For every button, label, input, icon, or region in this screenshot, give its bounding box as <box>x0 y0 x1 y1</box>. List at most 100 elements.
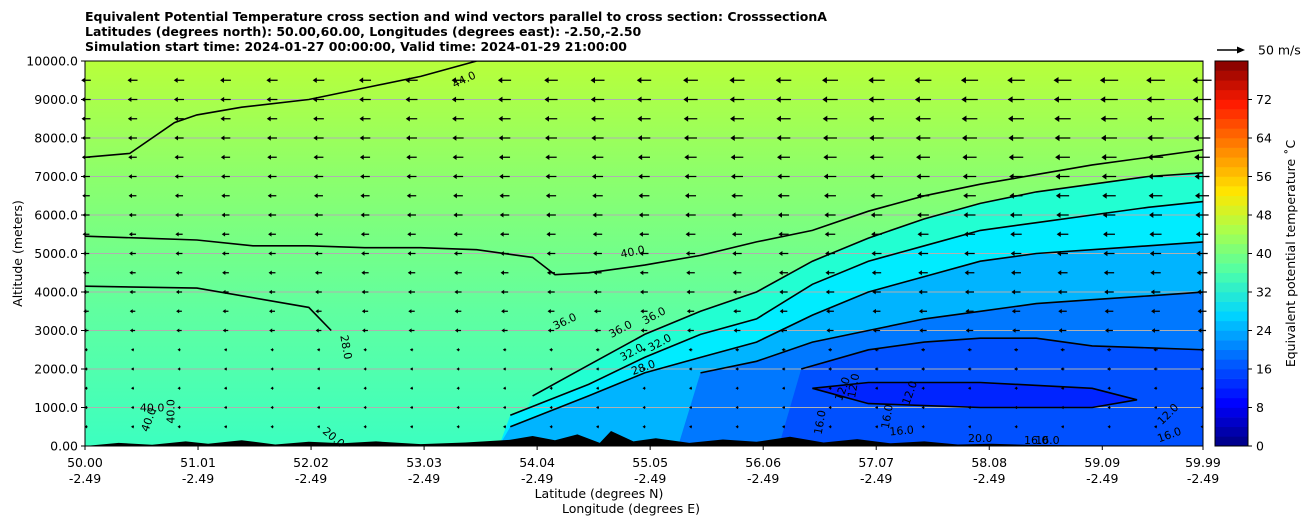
wind-arrow <box>683 96 698 103</box>
wind-arrow <box>729 77 745 84</box>
wind-arrow <box>175 231 183 237</box>
wind-arrow <box>317 386 320 391</box>
wind-arrow <box>684 193 697 199</box>
wind-arrow <box>315 309 322 314</box>
wind-arrow <box>1061 424 1064 429</box>
wind-arrow <box>547 309 555 314</box>
wind-arrow <box>1013 347 1019 352</box>
wind-arrow <box>730 135 744 141</box>
colorbar-band <box>1215 128 1248 139</box>
wind-arrow <box>174 116 184 122</box>
colorbar-band <box>1215 349 1248 360</box>
wind-arrow <box>224 386 227 391</box>
wind-key-arrowhead <box>1237 46 1245 54</box>
y-tick-label: 6000.0 <box>34 208 78 223</box>
wind-arrow <box>1100 96 1118 103</box>
wind-arrow <box>684 154 697 161</box>
wind-arrow <box>874 347 879 352</box>
wind-vectors <box>81 77 1212 429</box>
wind-arrow <box>733 308 741 314</box>
wind-arrow <box>498 135 511 141</box>
wind-arrow <box>684 135 697 141</box>
wind-arrow <box>1101 154 1117 161</box>
wind-arrow <box>82 232 90 237</box>
wind-arrow <box>177 367 181 371</box>
wind-arrow <box>221 212 230 218</box>
colorbar-band <box>1215 215 1248 225</box>
wind-arrow <box>81 77 91 83</box>
wind-arrow <box>1008 134 1024 142</box>
colorbar-band <box>1215 234 1248 245</box>
x-tick-label-lat: 59.99 <box>1185 455 1221 470</box>
wind-arrow <box>779 289 788 295</box>
wind-arrow <box>777 192 790 199</box>
wind-arrow <box>270 424 274 429</box>
y-tick-label: 0.00 <box>50 439 78 454</box>
wind-arrow <box>781 367 786 371</box>
wind-arrow <box>967 347 972 352</box>
wind-arrow <box>267 174 277 179</box>
wind-arrow <box>405 96 418 103</box>
wind-arrow <box>968 405 971 410</box>
wind-arrow <box>177 405 181 410</box>
contour-label: 16.0 <box>889 423 915 438</box>
wind-arrow <box>869 134 884 142</box>
wind-arrow <box>824 192 836 199</box>
wind-arrow <box>128 193 137 199</box>
wind-arrow <box>730 115 744 122</box>
wind-arrow <box>967 367 972 371</box>
wind-arrow <box>84 424 88 429</box>
wind-arrow <box>1007 77 1025 84</box>
colorbar-band <box>1215 397 1248 408</box>
wind-arrow <box>689 405 692 410</box>
title-line-3: Simulation start time: 2024-01-27 00:00:… <box>85 39 627 54</box>
wind-arrow <box>1105 328 1113 333</box>
colorbar-band <box>1215 407 1248 418</box>
wind-arrow <box>177 347 181 352</box>
wind-arrow <box>869 115 884 122</box>
x-tick-label-lon: -2.49 <box>1187 471 1219 486</box>
x-tick-label-lat: 57.07 <box>858 455 894 470</box>
wind-arrow <box>875 405 878 410</box>
wind-arrow <box>825 289 835 295</box>
wind-arrow <box>1055 154 1070 161</box>
wind-arrow <box>359 116 371 122</box>
wind-arrow <box>1008 154 1024 161</box>
wind-arrow <box>1151 308 1160 314</box>
wind-arrow <box>968 424 971 429</box>
wind-arrow <box>965 289 974 295</box>
wind-arrow <box>1195 212 1209 218</box>
wind-arrow <box>1197 289 1207 295</box>
wind-arrow <box>871 250 882 257</box>
x-tick-label-lat: 55.05 <box>632 455 668 470</box>
wind-arrow <box>1193 134 1211 142</box>
wind-arrow <box>1056 231 1069 238</box>
wind-arrow <box>916 154 930 161</box>
contour-label: 12.0 <box>845 373 862 399</box>
wind-arrow <box>735 347 739 352</box>
contour-12 <box>812 381 1138 409</box>
colorbar-band <box>1215 311 1248 322</box>
x-tick-label-lat: 59.09 <box>1084 455 1120 470</box>
wind-arrow <box>1194 173 1210 180</box>
wind-arrow <box>687 328 694 333</box>
wind-arrow <box>637 135 651 141</box>
wind-arrow <box>456 347 460 352</box>
wind-arrow <box>960 77 979 84</box>
wind-arrow <box>267 154 277 160</box>
wind-arrow <box>222 328 229 333</box>
wind-arrow <box>224 367 227 371</box>
wind-arrow <box>732 289 742 295</box>
wind-arrow <box>778 231 789 237</box>
wind-arrow <box>596 405 599 410</box>
wind-arrow <box>545 193 557 199</box>
wind-arrow <box>82 174 90 179</box>
wind-arrow <box>685 231 696 237</box>
wind-arrow <box>638 212 650 218</box>
wind-arrow <box>131 424 134 429</box>
wind-arrow <box>363 405 367 410</box>
wind-arrow <box>268 231 276 237</box>
wind-arrow <box>685 250 696 257</box>
wind-arrow <box>128 212 137 218</box>
wind-arrow <box>871 231 882 237</box>
